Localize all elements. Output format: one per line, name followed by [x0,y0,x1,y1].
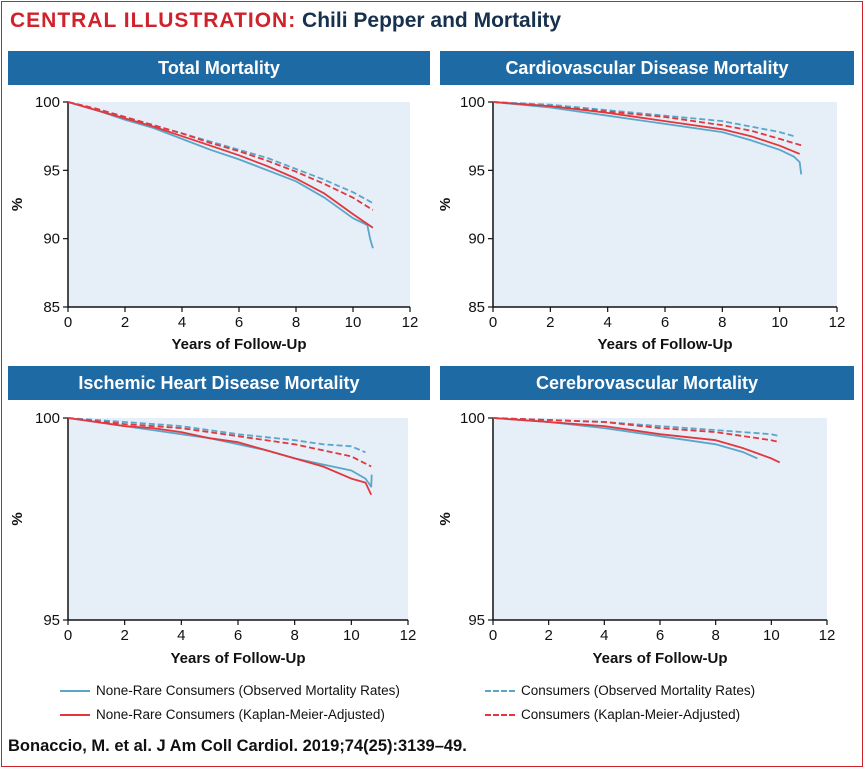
x-tick-label: 4 [603,314,611,331]
series-line-blue-dashed [492,101,795,138]
y-tick-label: 85 [468,299,485,316]
series-line-red-solid [67,101,374,229]
y-axis-label: % [9,512,26,525]
panel-title-total-mortality: Total Mortality [8,51,430,85]
legend-item-consumers-observed: Consumers (Observed Mortality Rates) [485,683,755,698]
x-tick-label: 12 [819,627,836,644]
x-tick-label: 8 [711,627,719,644]
y-tick-label: 90 [468,231,485,248]
panel-title-cvd-mortality: Cardiovascular Disease Mortality [440,51,854,85]
series-line-red-solid [67,417,373,496]
x-axis-label: Years of Follow-Up [170,650,305,667]
x-tick-label: 8 [718,314,726,331]
x-tick-label: 12 [402,314,419,331]
title-lead: CENTRAL ILLUSTRATION: [10,9,297,32]
series-line-red-dashed [67,101,374,211]
x-tick-label: 6 [656,627,664,644]
panel-title-cerebrovascular-mortality: Cerebrovascular Mortality [440,366,854,400]
x-tick-label: 4 [178,314,186,331]
x-tick-label: 12 [829,314,846,331]
plot-area [493,418,827,620]
x-tick-label: 10 [763,627,780,644]
legend-label: None-Rare Consumers (Kaplan-Meier-Adjust… [96,707,385,722]
y-tick-label: 85 [43,299,60,316]
x-tick-label: 2 [120,627,128,644]
series-line-red-dashed [492,101,803,147]
x-tick-label: 8 [290,627,298,644]
y-tick-label: 90 [43,231,60,248]
y-tick-label: 95 [43,612,60,629]
x-tick-label: 6 [235,314,243,331]
series-line-red-dashed [492,417,780,444]
legend-label: Consumers (Kaplan-Meier-Adjusted) [521,707,741,722]
legend-swatch-blue-solid [60,689,90,692]
legend-label: Consumers (Observed Mortality Rates) [521,683,756,698]
plot-area [68,418,408,620]
y-tick-label: 100 [460,410,485,427]
x-tick-label: 0 [64,314,72,331]
x-tick-label: 4 [600,627,608,644]
series-line-blue-solid [492,101,803,175]
x-tick-label: 12 [400,627,417,644]
series-line-red-solid [492,417,781,464]
x-tick-label: 0 [489,627,497,644]
y-axis-label: % [9,198,26,211]
x-tick-label: 6 [234,627,242,644]
x-tick-label: 10 [345,314,362,331]
series-line-blue-dashed [67,417,366,454]
legend-label: None-Rare Consumers (Observed Mortality … [96,683,400,698]
plot-area [493,102,837,307]
series-line-red-dashed [67,417,372,468]
y-tick-label: 100 [35,94,60,111]
x-tick-label: 6 [661,314,669,331]
legend-swatch-red-solid [60,713,90,716]
y-tick-label: 100 [35,410,60,427]
y-tick-label: 100 [460,94,485,111]
x-tick-label: 8 [292,314,300,331]
x-tick-label: 10 [771,314,788,331]
x-tick-label: 2 [121,314,129,331]
panel-title-ihd-mortality: Ischemic Heart Disease Mortality [8,366,430,400]
x-axis-label: Years of Follow-Up [597,336,732,353]
x-tick-label: 10 [343,627,360,644]
y-tick-label: 95 [43,162,60,179]
title-rest: Chili Pepper and Mortality [302,9,562,32]
x-axis-label: Years of Follow-Up [171,336,306,353]
y-axis-label: % [437,198,454,211]
y-tick-label: 95 [468,162,485,179]
x-tick-label: 2 [544,627,552,644]
x-tick-label: 0 [64,627,72,644]
figure-title: CENTRAL ILLUSTRATION: Chili Pepper and M… [10,9,561,33]
x-tick-label: 2 [546,314,554,331]
citation: Bonaccio, M. et al. J Am Coll Cardiol. 2… [8,737,467,755]
plot-area [68,102,410,307]
legend-item-nonerare-observed: None-Rare Consumers (Observed Mortality … [60,683,400,698]
legend-swatch-blue-dashed [485,689,515,692]
x-axis-label: Years of Follow-Up [592,650,727,667]
y-tick-label: 95 [468,612,485,629]
y-axis-label: % [437,512,454,525]
x-tick-label: 0 [489,314,497,331]
x-tick-label: 4 [177,627,185,644]
legend-item-nonerare-km: None-Rare Consumers (Kaplan-Meier-Adjust… [60,707,385,722]
legend-item-consumers-km: Consumers (Kaplan-Meier-Adjusted) [485,707,740,722]
series-line-blue-solid [67,101,374,249]
legend-swatch-red-dashed [485,713,515,716]
